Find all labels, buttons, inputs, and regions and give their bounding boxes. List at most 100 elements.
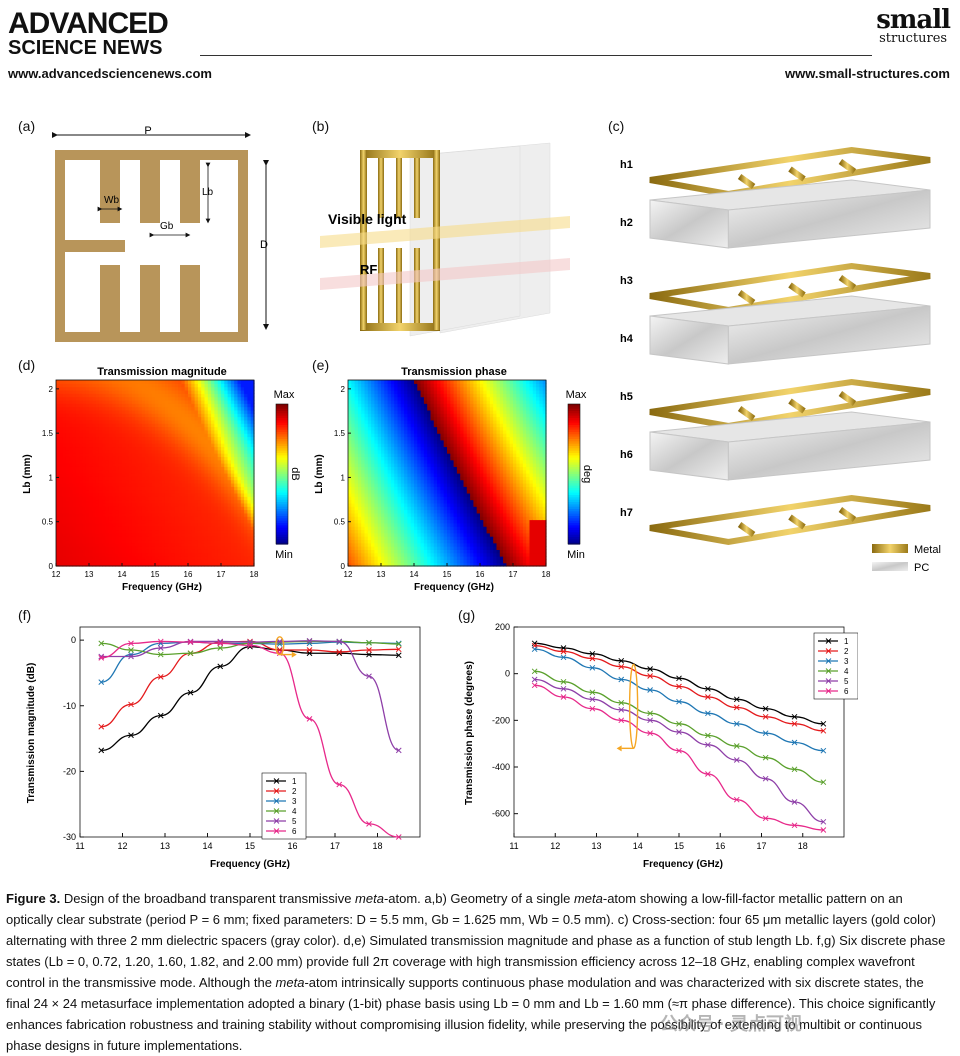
legend-label: 5 bbox=[844, 677, 849, 686]
heatmap-e-ylabel: Lb (mm) bbox=[314, 454, 325, 493]
xtick-label: 17 bbox=[330, 841, 340, 851]
panel-g-line-chart: Frequency (GHz) Transmission phase (degr… bbox=[458, 615, 858, 880]
panel-a-geometry: P Wb Lb Gb D bbox=[40, 125, 290, 345]
caption-title-italic: meta bbox=[355, 891, 384, 906]
heatmap-xtick: 13 bbox=[85, 570, 94, 579]
colorbar-d-unit: dB bbox=[289, 467, 301, 480]
chart-f-ylabel: Transmission magnitude (dB) bbox=[26, 663, 37, 804]
heatmap-ytick: 0.5 bbox=[334, 518, 346, 527]
panel-a-label: (a) bbox=[18, 118, 35, 134]
xtick-label: 13 bbox=[591, 841, 601, 851]
ytick-label: 200 bbox=[495, 622, 510, 632]
xtick-label: 18 bbox=[798, 841, 808, 851]
watermark: 公众号 · 灵点可视 bbox=[660, 1010, 802, 1036]
xtick-label: 15 bbox=[245, 841, 255, 851]
layer-label-h2: h2 bbox=[620, 217, 633, 229]
xtick-label: 11 bbox=[509, 841, 518, 851]
journal-url[interactable]: www.small-structures.com bbox=[785, 66, 950, 81]
heatmap-xtick: 17 bbox=[509, 570, 518, 579]
colorbar-d-max: Max bbox=[274, 389, 295, 401]
layer-label-h5: h5 bbox=[620, 391, 633, 403]
heatmap-xtick: 14 bbox=[118, 570, 127, 579]
xtick-label: 12 bbox=[117, 841, 127, 851]
legend-label: 2 bbox=[292, 787, 297, 796]
heatmap-e-xlabel: Frequency (GHz) bbox=[414, 582, 494, 593]
heatmap-ytick: 1 bbox=[341, 473, 346, 482]
heatmap-ytick: 0 bbox=[49, 562, 54, 571]
legend-metal-swatch bbox=[872, 544, 908, 553]
chart-g-xlabel: Frequency (GHz) bbox=[643, 859, 723, 870]
xtick-label: 15 bbox=[674, 841, 684, 851]
gb-label: Gb bbox=[160, 221, 174, 232]
xtick-label: 17 bbox=[756, 841, 766, 851]
heatmap-d-ylabel: Lb (mm) bbox=[22, 454, 33, 493]
heatmap-xtick: 17 bbox=[217, 570, 226, 579]
xtick-label: 14 bbox=[202, 841, 212, 851]
legend-label: 1 bbox=[292, 777, 297, 786]
heatmap-xtick: 12 bbox=[344, 570, 353, 579]
legend-label: 1 bbox=[844, 637, 849, 646]
ytick-label: 0 bbox=[71, 635, 76, 645]
panel-c-label: (c) bbox=[608, 118, 624, 134]
ytick-label: -30 bbox=[63, 832, 76, 842]
colorbar-e-unit: deg bbox=[581, 465, 593, 483]
layer-label-h7: h7 bbox=[620, 507, 633, 519]
legend-pc-swatch bbox=[872, 562, 908, 571]
xtick-label: 16 bbox=[287, 841, 297, 851]
caption-text2-italic: meta bbox=[276, 975, 305, 990]
header-rule bbox=[200, 55, 872, 56]
layer-label-h6: h6 bbox=[620, 449, 633, 461]
ytick-label: 0 bbox=[505, 669, 510, 679]
caption-text1-italic: meta bbox=[574, 891, 603, 906]
heatmap-ytick: 0.5 bbox=[42, 518, 54, 527]
ytick-label: -20 bbox=[63, 766, 76, 776]
ytick-label: -400 bbox=[492, 762, 510, 772]
xtick-label: 18 bbox=[372, 841, 382, 851]
heatmap-ytick: 2 bbox=[49, 385, 54, 394]
xtick-label: 11 bbox=[75, 841, 84, 851]
legend-label: 4 bbox=[844, 667, 849, 676]
p-label: P bbox=[144, 125, 151, 137]
heatmap-xtick: 18 bbox=[542, 570, 551, 579]
heatmap-xtick: 13 bbox=[377, 570, 386, 579]
xtick-label: 13 bbox=[160, 841, 170, 851]
journal-logo-line1: small bbox=[876, 8, 950, 32]
colorbar-e-min: Min bbox=[567, 549, 585, 561]
legend-label: 4 bbox=[292, 807, 297, 816]
chart-g-ylabel: Transmission phase (degrees) bbox=[464, 661, 475, 805]
heatmap-xtick: 15 bbox=[443, 570, 452, 579]
layer-h4: h4 bbox=[620, 296, 930, 364]
layer-h6: h6 bbox=[620, 412, 930, 480]
heatmap-ytick: 1.5 bbox=[42, 429, 54, 438]
heatmap-ytick: 2 bbox=[341, 385, 346, 394]
legend-label: 3 bbox=[292, 797, 297, 806]
chart-f-xlabel: Frequency (GHz) bbox=[210, 859, 290, 870]
colorbar-d-min: Min bbox=[275, 549, 293, 561]
legend-label: 5 bbox=[292, 817, 297, 826]
layer-label-h3: h3 bbox=[620, 275, 633, 287]
publisher-logo-line2: SCIENCE NEWS bbox=[8, 38, 162, 58]
wb-label: Wb bbox=[104, 195, 119, 206]
metal-pattern bbox=[55, 150, 248, 342]
ytick-label: -600 bbox=[492, 809, 510, 819]
heatmap-e-title: Transmission phase bbox=[401, 366, 507, 378]
layer-h7: h7 bbox=[620, 498, 930, 542]
panel-f-line-chart: Frequency (GHz) Transmission magnitude (… bbox=[20, 615, 440, 880]
legend-label: 6 bbox=[292, 827, 297, 836]
publisher-url[interactable]: www.advancedsciencenews.com bbox=[8, 66, 212, 81]
heatmap-xtick: 14 bbox=[410, 570, 419, 579]
legend-label: 3 bbox=[844, 657, 849, 666]
figure-label: Figure 3. bbox=[6, 891, 60, 906]
layer-h2: h2 bbox=[620, 180, 930, 248]
legend-pc-label: PC bbox=[914, 562, 929, 574]
heatmap-xtick: 12 bbox=[52, 570, 61, 579]
heatmap-xtick: 18 bbox=[250, 570, 259, 579]
journal-logo-line2: structures bbox=[876, 32, 950, 46]
lb-label: Lb bbox=[202, 187, 214, 198]
legend-metal-label: Metal bbox=[914, 544, 941, 556]
